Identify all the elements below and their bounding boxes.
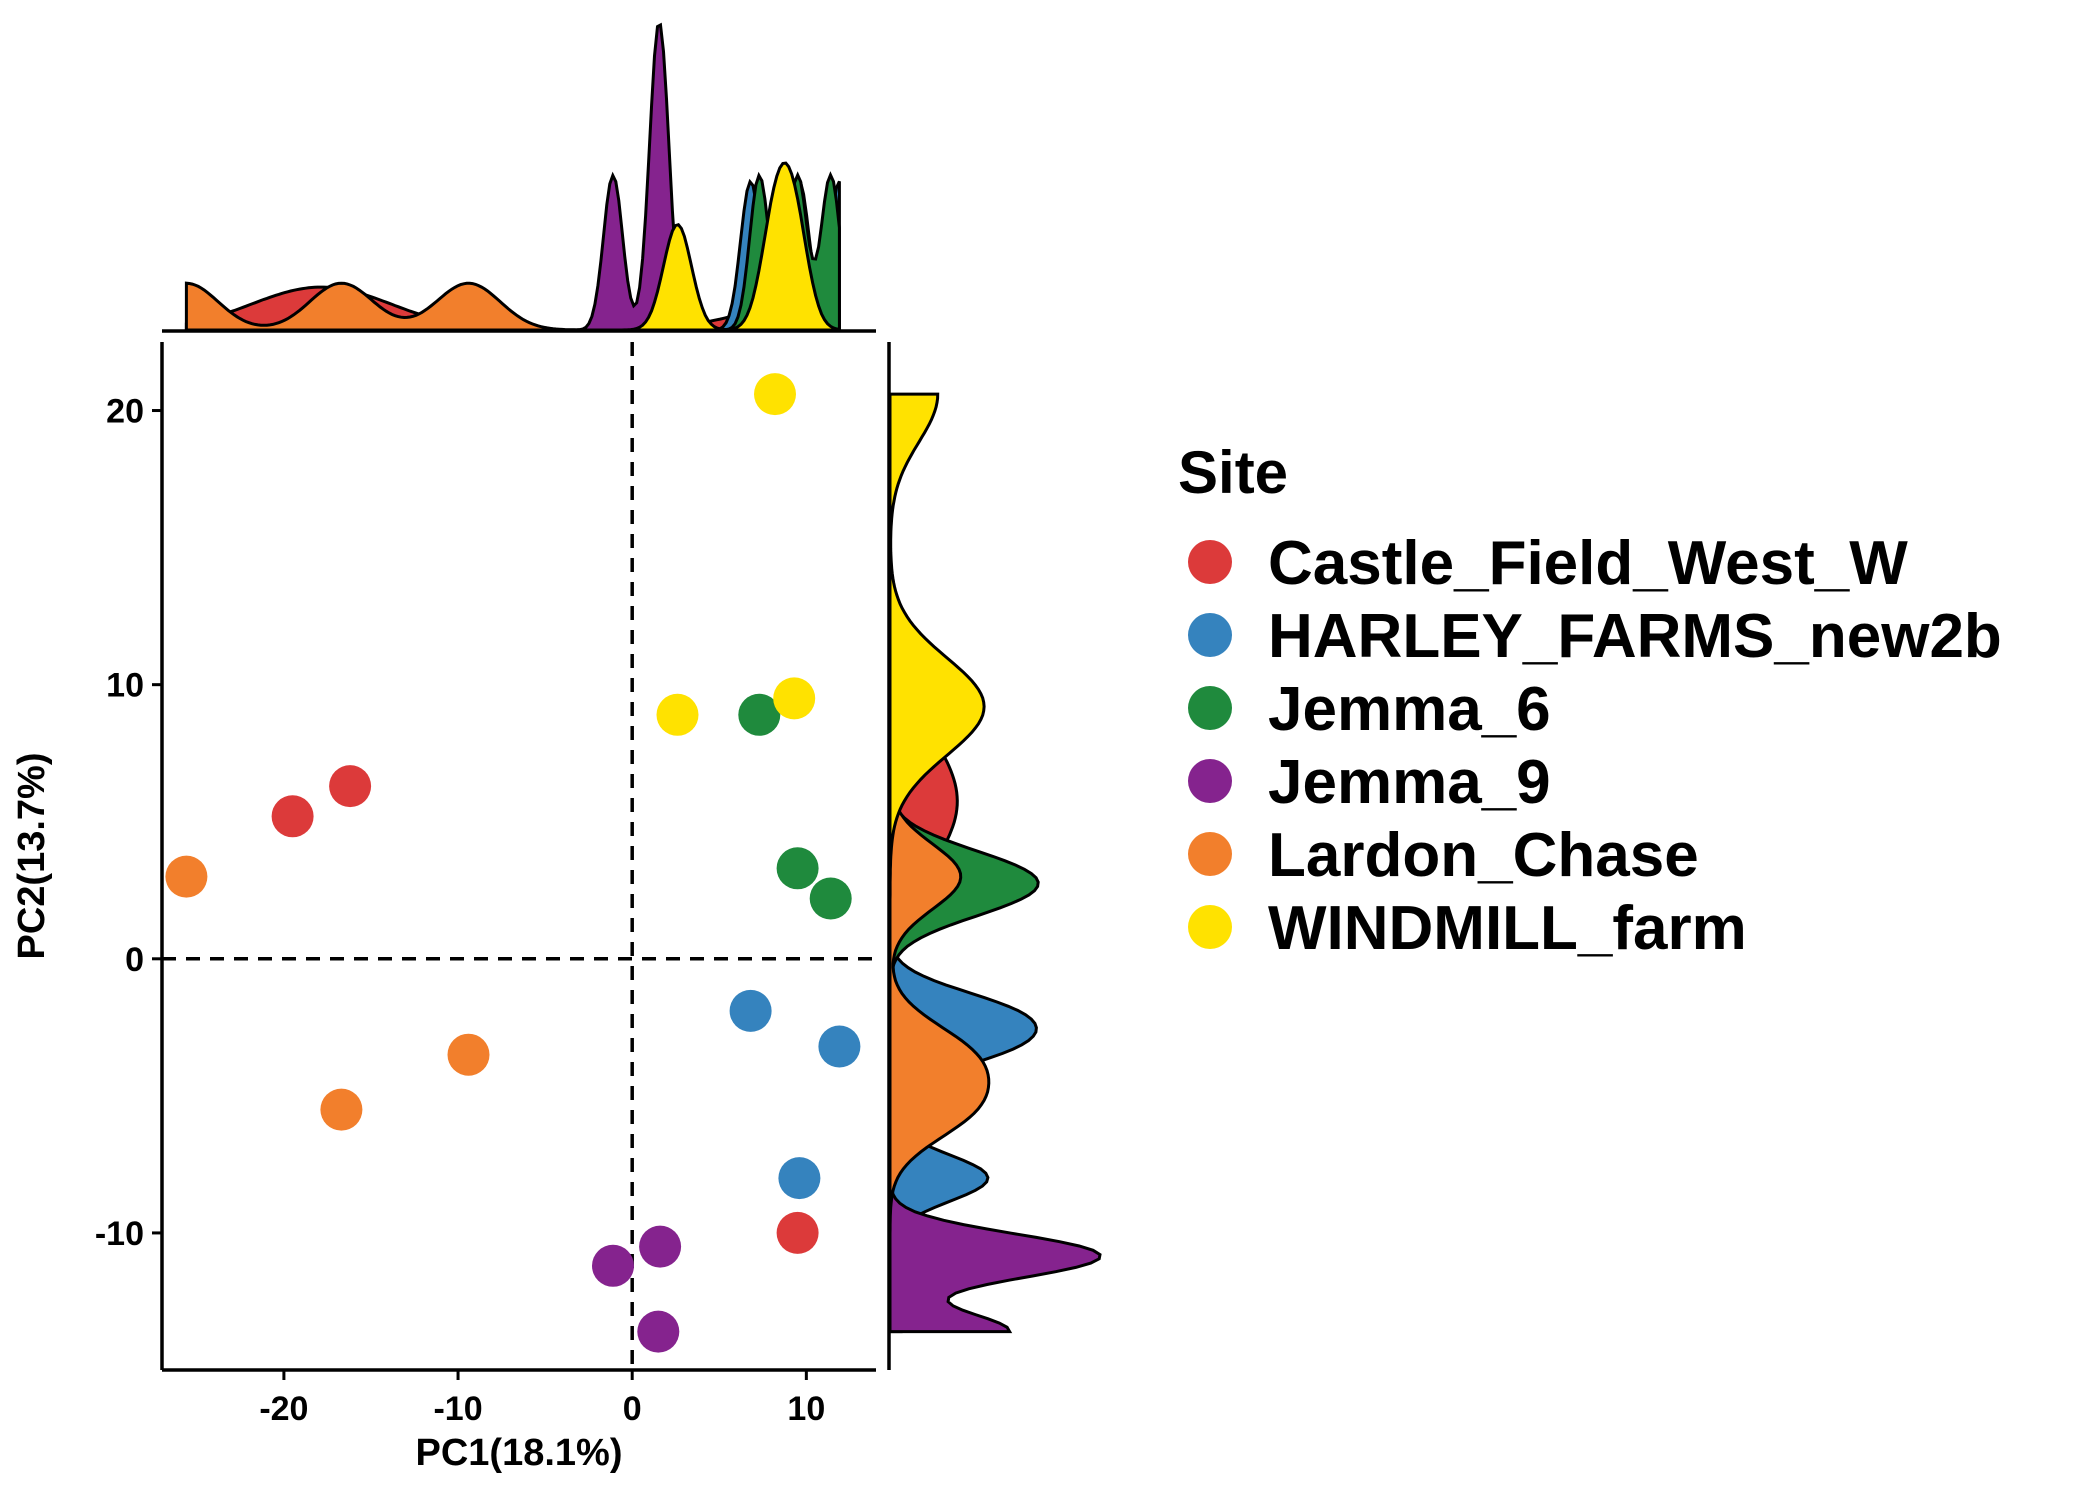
data-point-Lardon_Chase-0 [165, 855, 208, 898]
legend-title: Site [1178, 439, 1288, 506]
data-point-Lardon_Chase-2 [320, 1088, 363, 1131]
right-marginal-density [887, 342, 1102, 1370]
data-point-Lardon_Chase-1 [447, 1033, 490, 1076]
legend-label-WINDMILL_farm: WINDMILL_farm [1268, 894, 1747, 963]
data-point-WINDMILL_farm-1 [656, 693, 699, 736]
data-point-HARLEY_FARMS_new2b-1 [818, 1025, 861, 1068]
legend-swatch-Lardon_Chase [1188, 832, 1232, 876]
axes: -20 -10 0 10 -10 0 10 20 PC1(18.1%) PC2(13.7%) [11, 342, 876, 1474]
data-point-WINDMILL_farm-2 [773, 677, 816, 720]
data-point-Jemma_9-0 [592, 1244, 634, 1287]
legend: Site Castle_Field_West_WHARLEY_FARMS_new2… [1178, 439, 2002, 963]
legend-label-Castle_Field_West_W: Castle_Field_West_W [1268, 529, 1908, 598]
data-point-HARLEY_FARMS_new2b-2 [778, 1157, 821, 1200]
data-point-Jemma_9-2 [637, 1310, 680, 1353]
legend-swatch-Castle_Field_West_W [1188, 540, 1232, 584]
data-point-Jemma_9-1 [639, 1225, 682, 1268]
legend-swatch-Jemma_9 [1188, 759, 1232, 803]
legend-label-Lardon_Chase: Lardon_Chase [1268, 821, 1699, 890]
legend-swatch-WINDMILL_farm [1188, 905, 1232, 949]
legend-swatch-Jemma_6 [1188, 686, 1232, 730]
data-point-WINDMILL_farm-0 [754, 373, 796, 416]
data-point-Castle_Field_West_W-2 [776, 1211, 819, 1254]
x-tick-label: -10 [433, 1390, 482, 1428]
y-tick-label: 0 [125, 941, 144, 979]
legend-label-Jemma_6: Jemma_6 [1268, 675, 1551, 744]
legend-label-HARLEY_FARMS_new2b: HARLEY_FARMS_new2b [1268, 602, 2002, 671]
legend-swatch-HARLEY_FARMS_new2b [1188, 613, 1232, 657]
x-axis-title: PC1(18.1%) [416, 1432, 623, 1474]
top-marginal-density [162, 22, 876, 333]
y-tick-label: 10 [106, 667, 144, 705]
plot-panel [162, 342, 876, 1370]
y-axis-title: PC2(13.7%) [11, 753, 53, 960]
data-point-HARLEY_FARMS_new2b-0 [729, 989, 772, 1032]
y-tick-label: 20 [106, 393, 144, 431]
data-point-Castle_Field_West_W-1 [329, 765, 372, 808]
data-point-Jemma_6-1 [776, 847, 819, 890]
legend-label-Jemma_9: Jemma_9 [1268, 748, 1551, 817]
data-point-Jemma_6-0 [738, 693, 781, 736]
y-tick-label: -10 [95, 1215, 144, 1253]
x-tick-label: 10 [787, 1390, 825, 1428]
data-point-Jemma_6-2 [809, 877, 852, 920]
x-tick-label: 0 [623, 1390, 642, 1428]
data-point-Castle_Field_West_W-0 [271, 795, 314, 838]
x-tick-label: -20 [259, 1390, 308, 1428]
